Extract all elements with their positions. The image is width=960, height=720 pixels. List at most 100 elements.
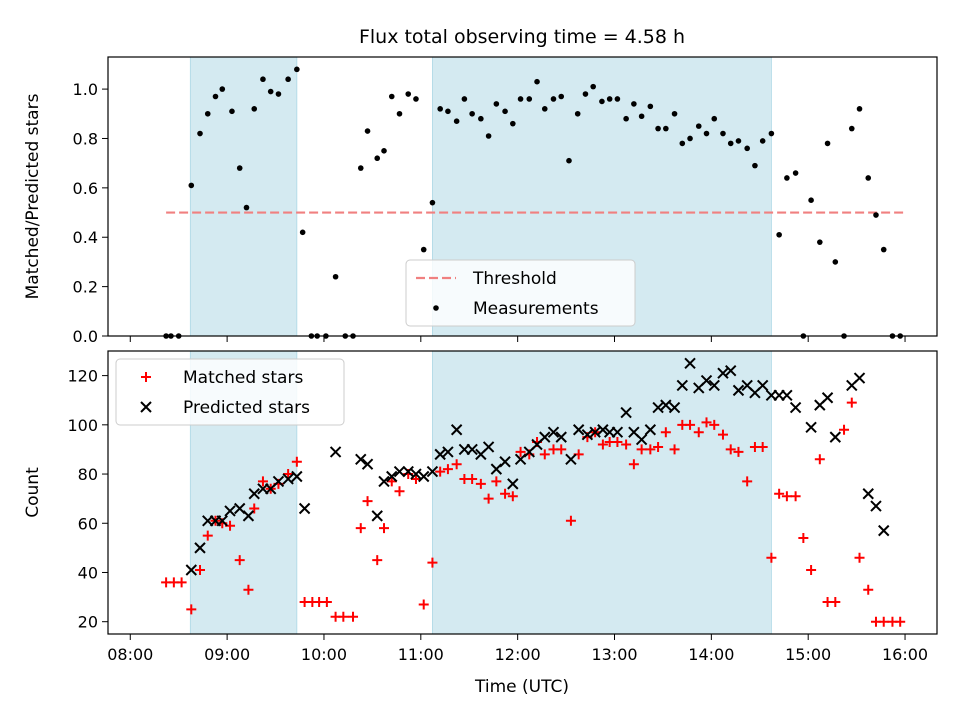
measurement-point (703, 130, 710, 137)
predicted-stars-point (589, 426, 601, 438)
predicted-stars-point (708, 379, 720, 392)
matched-stars-point (709, 419, 720, 430)
measurement-point (517, 96, 524, 102)
matched-stars-point (814, 454, 825, 465)
measurement-point (599, 98, 605, 105)
legend: Threshold Measurements (405, 259, 636, 327)
predicted-stars-point (499, 456, 511, 468)
predicted-stars-point (555, 431, 567, 443)
measurement-point (453, 118, 460, 124)
measurement-point (663, 125, 669, 132)
predicted-stars-point (805, 421, 817, 433)
shaded-interval-1 (432, 350, 772, 635)
measurement-point (332, 273, 339, 280)
measurement-point (776, 231, 782, 238)
measurement-point (784, 175, 790, 181)
measurement-point (574, 110, 581, 117)
x-tick-label: 10:00 (301, 645, 347, 664)
matched-stars-point (435, 466, 446, 477)
measurement-point (623, 115, 629, 122)
measurement-point (420, 246, 427, 253)
predicted-stars-point (853, 372, 866, 384)
matched-stars-point (234, 555, 245, 566)
matched-stars-point (757, 441, 768, 452)
measurement-point (582, 91, 589, 97)
matched-stars-point (854, 552, 865, 563)
predicted-stars-point (717, 367, 729, 379)
matched-stars-point (249, 503, 260, 514)
matched-stars-point (766, 552, 777, 563)
x-tick-label: 13:00 (591, 645, 637, 664)
matched-stars-point (597, 439, 608, 450)
top-panel-ratio: 0.0 0.2 0.4 0.6 0.8 1.0 Matched/Predicted star… (23, 56, 938, 346)
predicted-stars-point (725, 364, 737, 377)
legend-matched-swatch (141, 372, 151, 382)
measurement-point (792, 170, 799, 176)
predicted-stars-point (194, 542, 206, 554)
matched-stars-point (291, 456, 302, 467)
predicted-stars-point (652, 401, 664, 414)
predicted-stars-point (418, 470, 430, 483)
matched-stars-point (806, 565, 817, 576)
measurement-point (275, 91, 282, 97)
predicted-stars-point (242, 510, 255, 522)
measurement-point (243, 204, 250, 211)
measurement-point (727, 140, 734, 147)
measurement-point (188, 182, 195, 189)
matched-stars-point (283, 469, 294, 480)
matched-stars-point (418, 599, 429, 610)
matched-stars-point (660, 427, 671, 438)
matched-stars-point (645, 444, 656, 455)
measurement-point (437, 106, 443, 112)
x-tick-label: 08:00 (107, 645, 153, 664)
measurement-point (229, 108, 235, 115)
predicted-stars-point (756, 379, 769, 392)
predicted-stars-point (216, 515, 228, 527)
matched-stars-point (612, 437, 623, 448)
measurement-point (711, 115, 718, 122)
predicted-stars-point (635, 433, 648, 446)
measurement-point (294, 66, 300, 73)
x-tick-label: 09:00 (204, 645, 250, 664)
matched-stars-point (451, 459, 462, 470)
predicted-stars-point (410, 468, 422, 480)
matched-stars-point (839, 424, 850, 435)
measurement-point (534, 78, 540, 85)
measurement-point (478, 115, 484, 122)
y-tick-label: 0.8 (73, 129, 98, 148)
measurement-point (590, 83, 596, 90)
measurement-point (614, 96, 621, 102)
measurement-point (817, 239, 823, 245)
matched-stars-point (483, 493, 494, 504)
matched-stars-point (500, 488, 511, 499)
measurement-point (655, 125, 661, 132)
matched-stars-point (798, 533, 809, 544)
predicted-stars-point (282, 473, 294, 485)
predicted-stars-point (507, 478, 519, 490)
measurement-point (558, 93, 565, 100)
predicted-stars-point (676, 379, 689, 392)
measurement-point (566, 157, 572, 164)
y-axis-title: Matched/Predicted stars (23, 93, 43, 299)
predicted-stars-point (732, 384, 745, 397)
predicted-stars-point (378, 475, 390, 488)
predicted-stars-point (426, 465, 439, 478)
measurement-point (541, 106, 548, 112)
matched-stars-point (539, 449, 550, 460)
matched-stars-point (338, 611, 349, 622)
matched-stars-point (565, 515, 576, 526)
matched-stars-point (628, 459, 639, 470)
measurement-point (679, 140, 686, 147)
matched-stars-point (379, 523, 390, 534)
matched-stars-point (186, 604, 197, 615)
measurement-point (695, 123, 702, 129)
predicted-stars-point (660, 399, 672, 411)
predicted-stars-point (402, 465, 414, 478)
y-tick-label: 60 (78, 514, 98, 533)
matched-stars-point (321, 597, 332, 608)
predicted-stars-point (644, 424, 657, 436)
y-tick-label: 1.0 (73, 80, 98, 99)
matched-stars-point (669, 444, 680, 455)
matched-stars-point (372, 555, 383, 566)
